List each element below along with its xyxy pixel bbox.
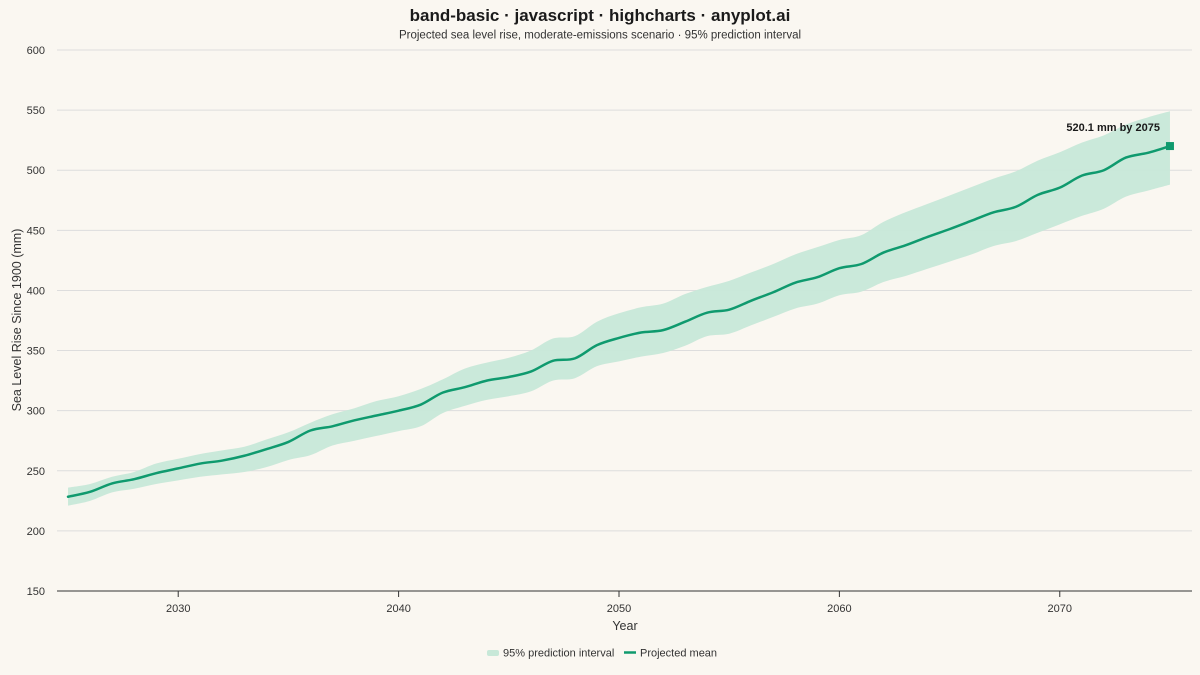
y-axis-title: Sea Level Rise Since 1900 (mm) [10, 229, 24, 412]
legend-band-swatch [487, 650, 499, 656]
legend: 95% prediction interval Projected mean [487, 648, 717, 660]
x-tick-label-2030: 2030 [166, 603, 190, 615]
gridlines [57, 49, 1192, 532]
legend-mean-label: Projected mean [640, 648, 717, 660]
x-tick-label-2060: 2060 [827, 603, 851, 615]
y-tick-label-500: 500 [27, 165, 45, 177]
chart-title: band-basic · javascript · highcharts · a… [410, 6, 791, 25]
legend-band-label: 95% prediction interval [503, 648, 614, 660]
y-tick-label-550: 550 [27, 105, 45, 117]
prediction-interval-band [68, 111, 1170, 506]
endpoint-marker[interactable] [1165, 142, 1174, 151]
projected-mean-line [66, 144, 1172, 498]
x-tick-label-2040: 2040 [386, 603, 410, 615]
y-tick-label-250: 250 [27, 466, 45, 478]
y-tick-label-200: 200 [27, 526, 45, 538]
y-tick-label-300: 300 [27, 406, 45, 418]
y-tick-label-150: 150 [27, 586, 45, 598]
x-axis-ticks: 2030 2040 2050 2060 2070 [166, 591, 1072, 615]
y-axis-ticks: 150 200 250 300 350 400 450 500 550 600 [27, 45, 45, 598]
y-tick-label-450: 450 [27, 225, 45, 237]
chart-subtitle: Projected sea level rise, moderate-emiss… [399, 30, 801, 42]
y-tick-label-350: 350 [27, 346, 45, 358]
endpoint-annotation: 520.1 mm by 2075 [1066, 122, 1160, 134]
plot-area: 520.1 mm by 2075 [66, 111, 1174, 506]
legend-item-band[interactable]: 95% prediction interval [487, 648, 614, 660]
y-tick-label-400: 400 [27, 285, 45, 297]
x-axis-title: Year [612, 619, 637, 633]
legend-item-mean[interactable]: Projected mean [624, 648, 717, 660]
x-tick-label-2070: 2070 [1048, 603, 1072, 615]
y-tick-label-600: 600 [27, 45, 45, 57]
x-tick-label-2050: 2050 [607, 603, 631, 615]
